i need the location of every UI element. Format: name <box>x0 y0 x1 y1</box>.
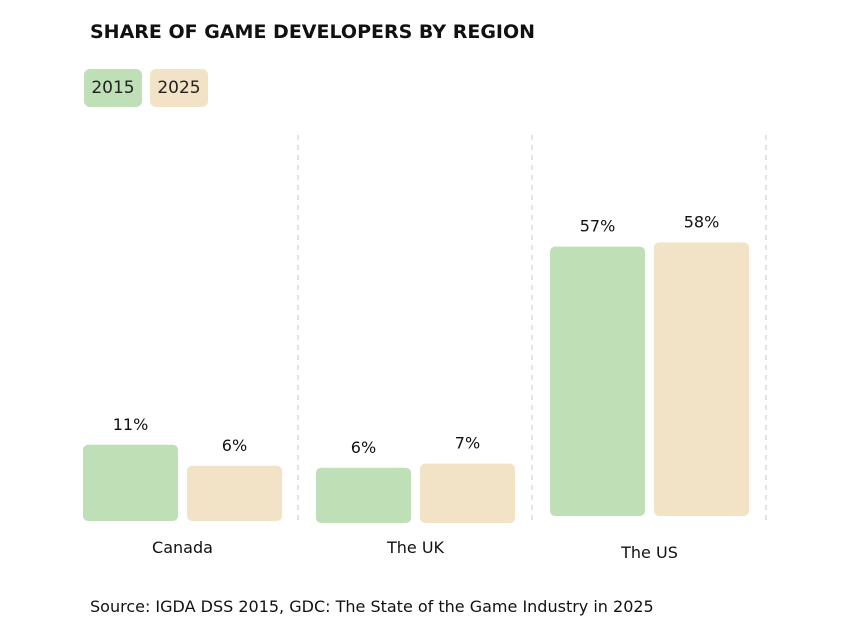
category-label: The US <box>620 543 678 562</box>
category-label: Canada <box>152 538 213 557</box>
data-label: 7% <box>455 434 480 453</box>
chart-title: SHARE OF GAME DEVELOPERS BY REGION <box>90 21 536 43</box>
category-label: The UK <box>386 538 445 557</box>
data-label: 6% <box>351 438 376 457</box>
data-label: 57% <box>580 217 616 236</box>
bar-2015-the-uk <box>316 467 411 523</box>
data-label: 58% <box>684 212 720 231</box>
data-label: 6% <box>222 436 247 455</box>
legend-item-2015: 2015 <box>84 69 142 107</box>
legend-item-2025: 2025 <box>150 69 208 107</box>
data-label: 11% <box>113 415 149 434</box>
bar-2025-canada <box>187 465 282 521</box>
bar-2025-the-us <box>654 242 749 516</box>
source-note: Source: IGDA DSS 2015, GDC: The State of… <box>90 597 654 616</box>
bar-2025-the-uk <box>420 463 515 523</box>
bar-2015-the-us <box>550 246 645 516</box>
bar-2015-canada <box>83 444 178 521</box>
